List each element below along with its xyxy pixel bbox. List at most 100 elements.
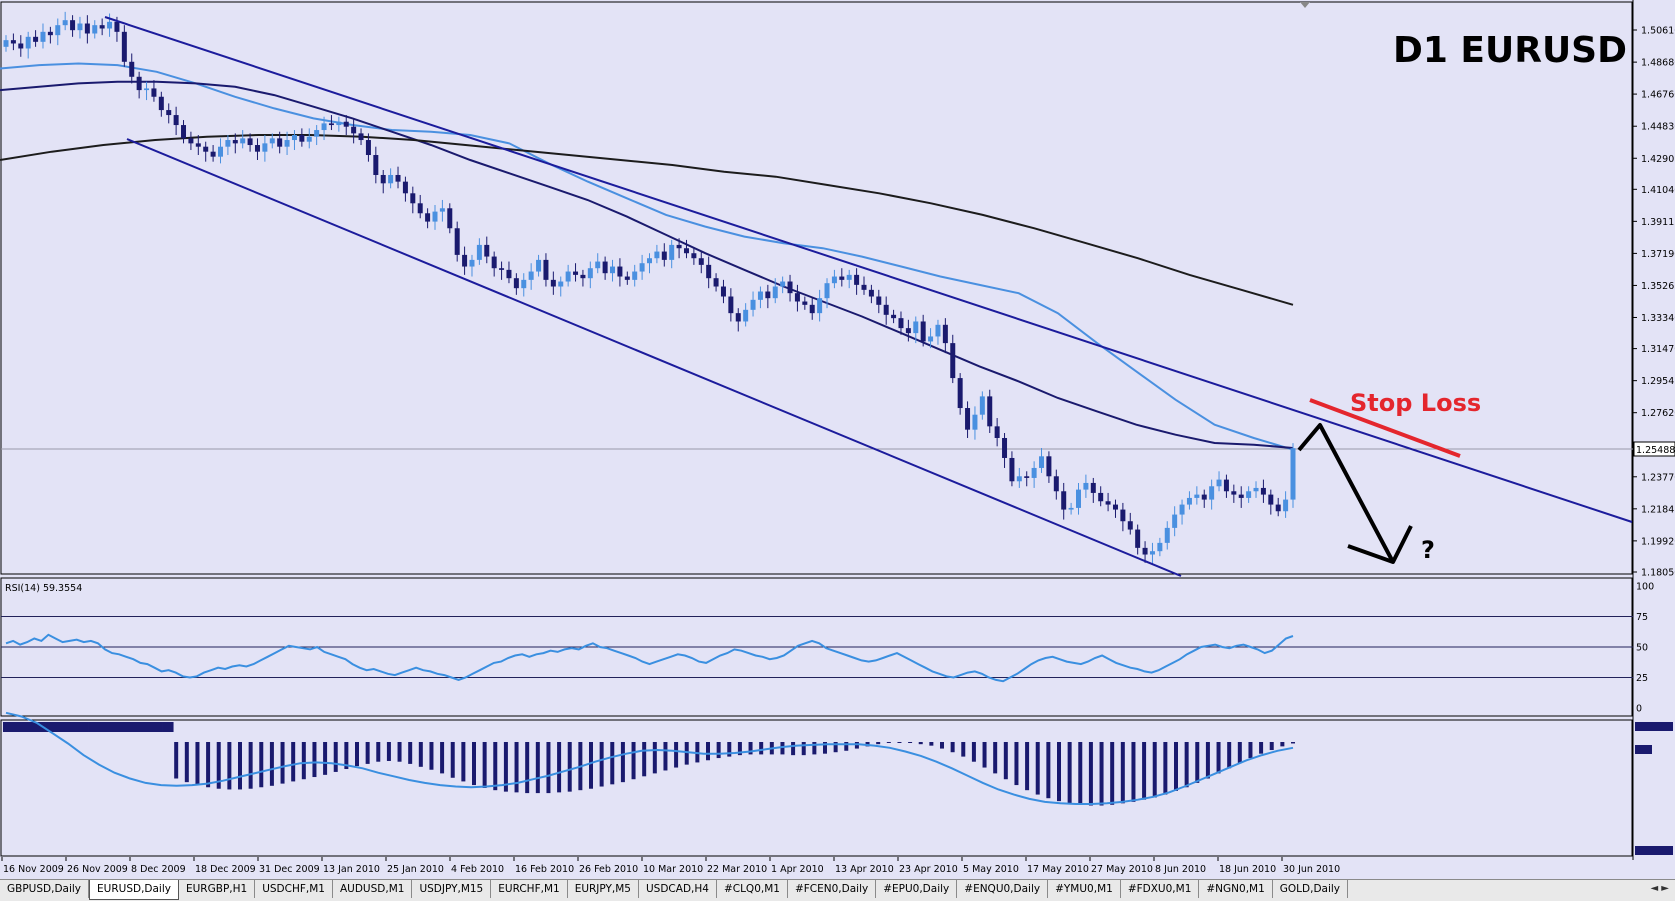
macd-bar bbox=[184, 742, 189, 783]
chart-tab[interactable]: #NGN0,M1 bbox=[1199, 880, 1273, 898]
macd-bar bbox=[259, 742, 264, 788]
candle bbox=[957, 373, 963, 415]
candle bbox=[1268, 489, 1274, 515]
candle bbox=[1135, 524, 1141, 555]
main-pane-frame bbox=[0, 1, 1633, 575]
macd-bar bbox=[280, 742, 285, 784]
question-mark: ? bbox=[1421, 536, 1435, 564]
rsi-level-label: 0 bbox=[1636, 704, 1642, 715]
date-tick-label: 30 Jun 2010 bbox=[1283, 864, 1340, 875]
macd-bar bbox=[344, 742, 349, 770]
macd-bar bbox=[88, 722, 100, 732]
macd-bar bbox=[355, 742, 359, 767]
chart-tab[interactable]: USDCHF,M1 bbox=[255, 880, 333, 898]
candle bbox=[632, 264, 638, 287]
macd-bar bbox=[248, 742, 253, 789]
chart-tab[interactable]: EURGBP,H1 bbox=[179, 880, 256, 898]
candle bbox=[506, 261, 512, 284]
candle bbox=[469, 254, 475, 277]
candle bbox=[987, 389, 993, 434]
macd-bar bbox=[1291, 742, 1295, 744]
macd-bar bbox=[98, 722, 110, 732]
candle bbox=[565, 264, 571, 287]
macd-scale-marker-top bbox=[1635, 722, 1673, 731]
candle bbox=[10, 33, 16, 51]
date-tick-label: 5 May 2010 bbox=[963, 864, 1019, 875]
chart-tab[interactable]: EURJPY,M5 bbox=[568, 880, 639, 898]
chart-tab[interactable]: GBPUSD,Daily bbox=[0, 880, 90, 898]
candle bbox=[218, 138, 223, 164]
current-price-box bbox=[1633, 441, 1675, 457]
chart-tab[interactable]: #ENQU0,Daily bbox=[957, 880, 1049, 898]
candle bbox=[1024, 471, 1030, 487]
candle bbox=[380, 169, 386, 194]
candle bbox=[1223, 474, 1229, 498]
macd-bar bbox=[557, 742, 562, 793]
chart-tab[interactable]: #FCEN0,Daily bbox=[788, 880, 877, 898]
candle bbox=[417, 194, 423, 219]
candle bbox=[743, 303, 749, 327]
stop-loss-line bbox=[1309, 398, 1461, 458]
candle bbox=[476, 238, 482, 265]
macd-bar bbox=[130, 722, 142, 732]
date-tick-label: 18 Dec 2009 bbox=[195, 864, 256, 875]
candle bbox=[942, 318, 948, 354]
macd-bar bbox=[269, 742, 274, 786]
candle bbox=[876, 289, 882, 314]
macd-bar bbox=[1227, 742, 1232, 769]
candle bbox=[913, 316, 919, 344]
candle bbox=[210, 145, 216, 162]
candle bbox=[277, 131, 283, 154]
chart-tab[interactable]: EURUSD,Daily bbox=[89, 880, 179, 900]
moving-average-line bbox=[0, 134, 1294, 306]
candle bbox=[188, 131, 194, 151]
macd-bar bbox=[620, 742, 625, 783]
chart-tab[interactable]: #FDXU0,M1 bbox=[1121, 880, 1200, 898]
macd-bar bbox=[897, 742, 902, 743]
candle bbox=[55, 18, 61, 46]
chart-tab[interactable]: EURCHF,M1 bbox=[491, 880, 568, 898]
macd-bar bbox=[642, 742, 647, 777]
candle bbox=[1083, 474, 1089, 498]
candle bbox=[1201, 489, 1207, 508]
candle bbox=[1105, 492, 1111, 512]
candle bbox=[47, 26, 53, 44]
macd-bar bbox=[674, 742, 679, 768]
chart-tab[interactable]: USDCAD,H4 bbox=[639, 880, 717, 898]
macd-bar bbox=[66, 722, 78, 732]
candle bbox=[144, 81, 150, 101]
macd-bar bbox=[918, 742, 923, 745]
macd-bar bbox=[365, 742, 370, 764]
scroll-marker-icon[interactable] bbox=[1300, 2, 1310, 8]
macd-bar bbox=[652, 742, 657, 774]
chart-tab[interactable]: GOLD,Daily bbox=[1273, 880, 1349, 898]
date-tick-label: 22 Mar 2010 bbox=[707, 864, 767, 875]
candle bbox=[107, 13, 113, 37]
macd-bar bbox=[376, 742, 381, 762]
candle bbox=[972, 406, 978, 440]
tab-scroll-arrows[interactable]: ◄ ► bbox=[1650, 883, 1669, 894]
projection-arrow-head bbox=[1347, 525, 1413, 564]
candle bbox=[898, 311, 904, 335]
chart-tab[interactable]: USDJPY,M15 bbox=[412, 880, 492, 898]
macd-bar bbox=[397, 742, 402, 762]
candle bbox=[173, 106, 179, 136]
candle bbox=[802, 296, 808, 310]
candle bbox=[1002, 433, 1008, 468]
date-tick-label: 25 Jan 2010 bbox=[387, 864, 444, 875]
macd-bar bbox=[1088, 742, 1093, 806]
candle bbox=[1186, 491, 1192, 510]
chart-tab[interactable]: #CLQ0,M1 bbox=[717, 880, 788, 898]
candle bbox=[809, 298, 815, 320]
macd-bar bbox=[961, 742, 966, 757]
date-tick-label: 26 Nov 2009 bbox=[67, 864, 128, 875]
macd-bar bbox=[791, 742, 796, 756]
chart-tab[interactable]: #YMU0,M1 bbox=[1048, 880, 1121, 898]
chart-tab[interactable]: AUDUSD,M1 bbox=[333, 880, 413, 898]
chart-tab[interactable]: #EPU0,Daily bbox=[876, 880, 958, 898]
candle bbox=[1246, 486, 1252, 503]
macd-bar bbox=[535, 742, 540, 794]
candle bbox=[1098, 486, 1104, 507]
candle bbox=[654, 244, 660, 264]
